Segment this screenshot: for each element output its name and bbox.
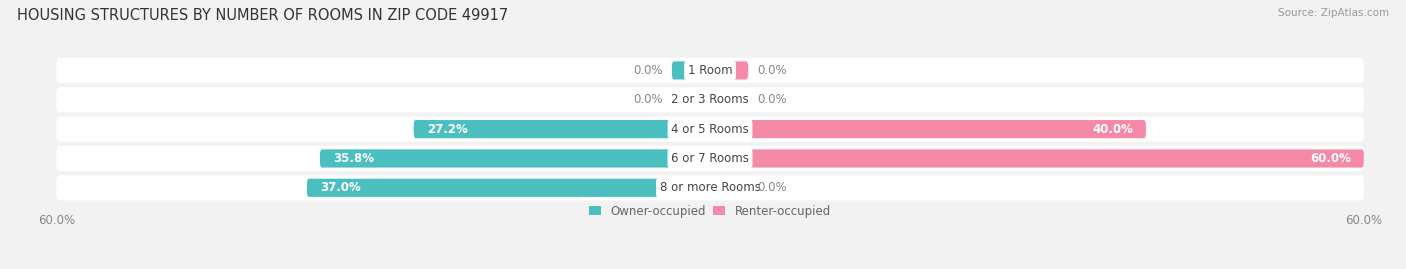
Legend: Owner-occupied, Renter-occupied: Owner-occupied, Renter-occupied [585, 200, 835, 223]
FancyBboxPatch shape [413, 120, 710, 138]
FancyBboxPatch shape [56, 87, 1364, 112]
FancyBboxPatch shape [56, 175, 1364, 200]
Text: 0.0%: 0.0% [756, 93, 786, 106]
Text: 35.8%: 35.8% [333, 152, 374, 165]
Text: 2 or 3 Rooms: 2 or 3 Rooms [671, 93, 749, 106]
Text: 27.2%: 27.2% [427, 123, 467, 136]
Text: 60.0%: 60.0% [1310, 152, 1351, 165]
FancyBboxPatch shape [672, 61, 710, 80]
FancyBboxPatch shape [710, 179, 748, 197]
Text: 37.0%: 37.0% [321, 181, 361, 194]
FancyBboxPatch shape [710, 61, 748, 80]
FancyBboxPatch shape [56, 146, 1364, 171]
Text: 1 Room: 1 Room [688, 64, 733, 77]
FancyBboxPatch shape [307, 179, 710, 197]
Text: 0.0%: 0.0% [756, 181, 786, 194]
Text: 6 or 7 Rooms: 6 or 7 Rooms [671, 152, 749, 165]
Text: 40.0%: 40.0% [1092, 123, 1133, 136]
FancyBboxPatch shape [56, 58, 1364, 83]
Text: 8 or more Rooms: 8 or more Rooms [659, 181, 761, 194]
Text: 4 or 5 Rooms: 4 or 5 Rooms [671, 123, 749, 136]
FancyBboxPatch shape [672, 91, 710, 109]
Text: HOUSING STRUCTURES BY NUMBER OF ROOMS IN ZIP CODE 49917: HOUSING STRUCTURES BY NUMBER OF ROOMS IN… [17, 8, 508, 23]
FancyBboxPatch shape [710, 120, 1146, 138]
FancyBboxPatch shape [321, 149, 710, 168]
Text: 0.0%: 0.0% [756, 64, 786, 77]
Text: 0.0%: 0.0% [634, 93, 664, 106]
Text: Source: ZipAtlas.com: Source: ZipAtlas.com [1278, 8, 1389, 18]
Text: 0.0%: 0.0% [634, 64, 664, 77]
FancyBboxPatch shape [56, 116, 1364, 142]
FancyBboxPatch shape [710, 91, 748, 109]
FancyBboxPatch shape [710, 149, 1364, 168]
